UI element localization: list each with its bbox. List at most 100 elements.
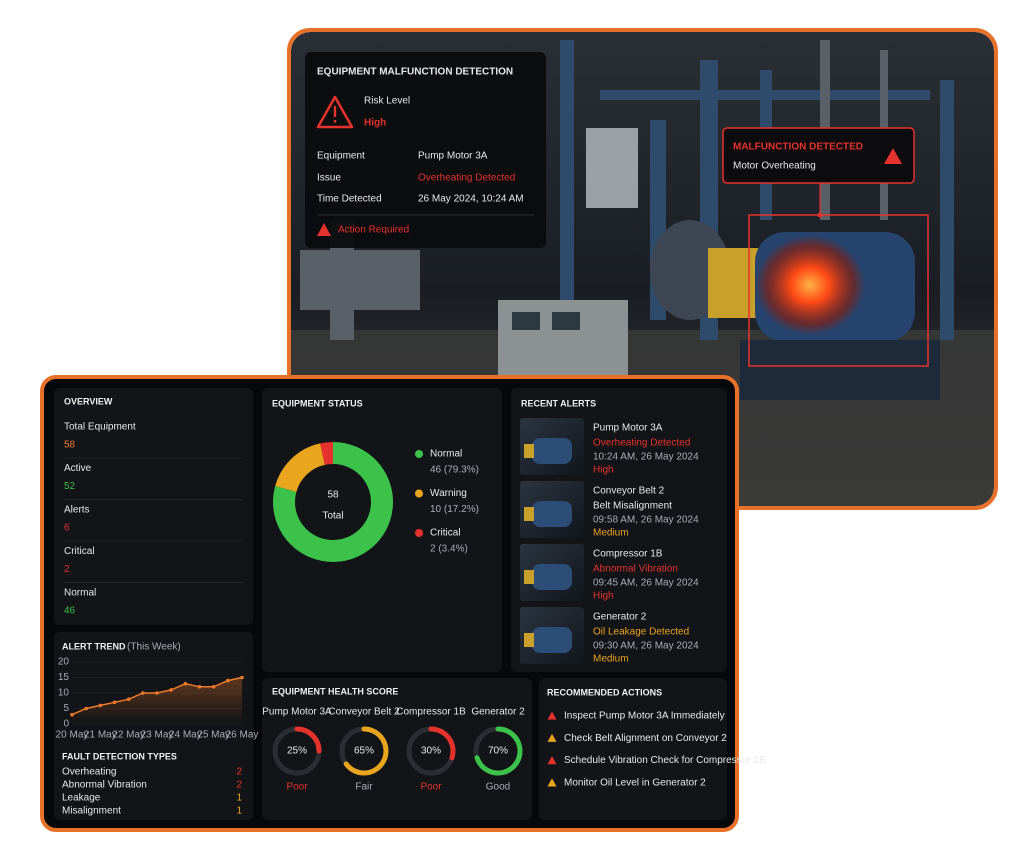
alert-name: Pump Motor 3A: [593, 423, 663, 434]
thumbnail-machine: [532, 627, 572, 653]
row-label: Time Detected: [317, 194, 382, 205]
alert-severity: High: [593, 465, 614, 476]
gauge-name: Generator 2: [471, 707, 525, 718]
fault-count: 1: [236, 793, 242, 804]
gauge-name: Pump Motor 3A: [262, 707, 332, 718]
fault-name: Overheating: [62, 767, 116, 778]
panel-title: OVERVIEW: [64, 396, 113, 406]
gauge-value: 70%: [488, 746, 508, 757]
donut-segment: [273, 442, 393, 562]
donut-total: 58: [327, 490, 339, 501]
stat-label: Active: [64, 463, 92, 474]
fault-name: Leakage: [62, 793, 101, 804]
fault-name: Abnormal Vibration: [62, 780, 147, 791]
alert-severity: High: [593, 591, 614, 602]
panel-subtitle: (This Week): [127, 642, 181, 653]
gauge-rating: Good: [486, 782, 510, 793]
x-tick-label: 26 May: [226, 730, 259, 741]
fault-name: Misalignment: [62, 806, 121, 817]
gauge-value: 65%: [354, 746, 374, 757]
trend-point: [70, 712, 74, 717]
legend-label: Normal: [430, 449, 462, 460]
alert-name: Generator 2: [593, 612, 647, 623]
legend-label: Warning: [430, 488, 467, 499]
legend-value: 10 (17.2%): [430, 504, 479, 515]
trend-point: [155, 691, 159, 695]
alert-name: Conveyor Belt 2: [593, 486, 665, 497]
thumbnail-coupling: [524, 570, 534, 584]
trend-point: [226, 678, 230, 683]
stat-label: Alerts: [64, 505, 90, 516]
alert-issue: Oil Leakage Detected: [593, 627, 689, 638]
thumbnail-machine: [532, 501, 572, 527]
trend-point: [98, 703, 103, 708]
warning-icon: [317, 223, 331, 236]
panel-title: RECOMMENDED ACTIONS: [547, 687, 662, 697]
gauge-value: 25%: [287, 746, 307, 757]
warning-icon: [547, 733, 557, 742]
alert-name: Compressor 1B: [593, 549, 663, 560]
y-tick-label: 5: [63, 703, 69, 714]
alert-time: 09:45 AM, 26 May 2024: [593, 578, 699, 589]
trend-point: [183, 681, 188, 686]
alert-issue: Abnormal Vibration: [593, 564, 678, 575]
panel-title: FAULT DETECTION TYPES: [62, 751, 177, 761]
x-tick-label: 21 May: [84, 730, 117, 741]
y-tick-label: 15: [58, 672, 70, 683]
panel-title: EQUIPMENT HEALTH SCORE: [272, 686, 398, 696]
callout-subtitle: Motor Overheating: [733, 161, 816, 172]
panel-title: ALERT TREND: [62, 641, 126, 651]
trend-point: [126, 697, 131, 701]
thumbnail-coupling: [524, 633, 534, 647]
alert-thumbnail: [520, 481, 584, 538]
action-item: Inspect Pump Motor 3A Immediately: [564, 711, 725, 722]
stat-value: 58: [64, 440, 76, 451]
legend-value: 2 (3.4%): [430, 544, 468, 555]
row-value: Overheating Detected: [418, 173, 515, 184]
fault-count: 2: [236, 780, 242, 791]
thumbnail-machine: [532, 564, 572, 590]
warning-icon: [547, 756, 557, 765]
fault-count: 2: [236, 767, 242, 778]
row-value: 26 May 2024, 10:24 AM: [418, 194, 524, 205]
trend-area: [72, 677, 242, 724]
x-tick-label: 20 May: [56, 730, 89, 741]
gauge-arc: [294, 726, 322, 754]
gauge-value: 30%: [421, 746, 441, 757]
stat-label: Total Equipment: [64, 422, 136, 433]
malfunction-callout: MALFUNCTION DETECTED Motor Overheating: [722, 127, 915, 184]
donut-total-label: Total: [322, 511, 343, 522]
trend-point: [211, 685, 216, 689]
legend-dot: [415, 489, 423, 498]
donut-segment: [275, 443, 326, 493]
thumbnail-coupling: [524, 507, 534, 521]
alert-issue: Belt Misalignment: [593, 501, 672, 512]
x-tick-label: 24 May: [169, 730, 202, 741]
alert-time: 09:58 AM, 26 May 2024: [593, 515, 699, 526]
trend-point: [169, 688, 173, 692]
fault-count: 1: [236, 806, 242, 817]
gauge-arc: [428, 726, 456, 761]
panel-title: EQUIPMENT STATUS: [272, 398, 363, 408]
callout-title: MALFUNCTION DETECTED: [733, 142, 863, 153]
x-tick-label: 22 May: [112, 730, 145, 741]
stat-value: 52: [64, 481, 76, 492]
stat-label: Critical: [64, 546, 95, 557]
warning-icon: [547, 778, 557, 787]
action-text: Action Required: [338, 225, 409, 236]
y-tick-label: 10: [58, 688, 70, 699]
alert-time: 09:30 AM, 26 May 2024: [593, 641, 699, 652]
alert-severity: Medium: [593, 654, 629, 665]
gauge-name: Compressor 1B: [396, 707, 466, 718]
trend-point: [112, 700, 117, 705]
gauge-arc: [474, 726, 523, 776]
panel-title: RECENT ALERTS: [521, 398, 596, 408]
row-label: Equipment: [317, 151, 365, 162]
row-label: Issue: [317, 173, 341, 184]
malfunction-panel: EQUIPMENT MALFUNCTION DETECTION Risk Lev…: [305, 52, 546, 248]
alert-issue: Overheating Detected: [593, 438, 690, 449]
stat-value: 2: [64, 564, 70, 575]
gauge-name: Conveyor Belt 2: [328, 707, 400, 718]
alert-severity: Medium: [593, 528, 629, 539]
